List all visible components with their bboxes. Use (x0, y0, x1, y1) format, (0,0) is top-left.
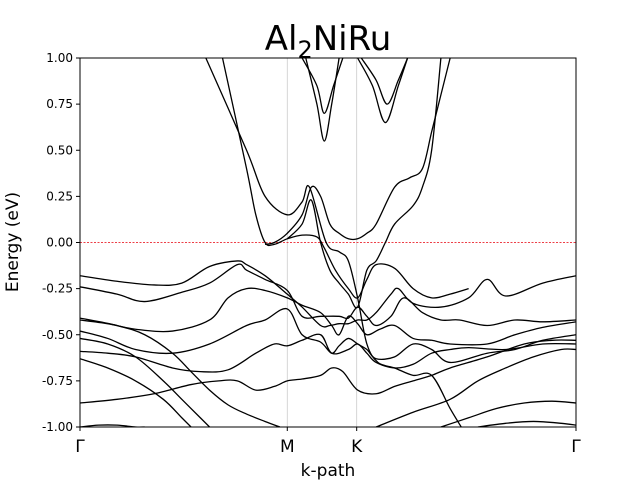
band-line-14 (80, 339, 576, 404)
band-line-11 (80, 287, 576, 346)
band-line-8 (360, 58, 409, 105)
band-line-15 (80, 317, 281, 427)
x-tick-label: M (280, 437, 295, 457)
y-ticks: -1.00 -0.75 -0.50 -0.25 0.00 0.25 0.50 0.75 1.00 (42, 51, 80, 434)
x-axis-title: k-path (301, 461, 356, 480)
band-line-6 (301, 58, 344, 114)
band-line-12 (80, 307, 576, 364)
x-tick-label: K (351, 437, 363, 457)
y-tick-label: 1.00 (46, 51, 73, 65)
x-tick-label: Γ (75, 437, 85, 457)
band-line-20 (477, 420, 576, 427)
y-tick-label: 0.50 (46, 143, 73, 157)
band-line-4 (286, 58, 442, 309)
bands-layer (80, 58, 576, 427)
y-tick-label: 0.75 (46, 97, 73, 111)
band-line-7 (357, 58, 409, 124)
y-tick-label: -1.00 (42, 420, 73, 434)
band-line-16 (80, 337, 211, 427)
band-line-19 (440, 400, 576, 427)
y-tick-label: -0.25 (42, 282, 73, 296)
band-line-10 (80, 263, 576, 327)
y-tick-label: 0.25 (46, 189, 73, 203)
band-line-9 (80, 260, 576, 328)
y-axis-title: Energy (eV) (3, 192, 23, 292)
band-line-18 (375, 348, 576, 427)
band-line-17 (80, 358, 192, 427)
plot-frame (79, 57, 577, 428)
band-line-3 (264, 58, 451, 245)
band-line-13 (80, 333, 576, 373)
band-line-21 (80, 424, 145, 427)
band-line-5 (305, 58, 340, 142)
y-tick-label: 0.00 (46, 236, 73, 250)
band-line-2 (221, 58, 469, 299)
y-tick-label: -0.75 (42, 374, 73, 388)
x-tick-label: Γ (571, 437, 581, 457)
chart-title: Al2NiRu (265, 19, 392, 64)
band-line-1 (205, 58, 462, 427)
y-tick-label: -0.50 (42, 328, 73, 342)
